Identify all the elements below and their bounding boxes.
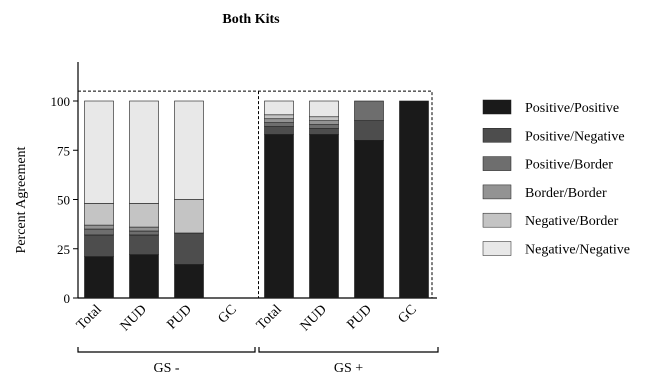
legend-swatch: [482, 241, 512, 256]
group-brackets: GS - GS +: [77, 347, 439, 376]
bar-segment: [174, 100, 204, 200]
bar-segment: [264, 126, 294, 135]
bar-segment: [264, 114, 294, 120]
bar-segment: [399, 100, 429, 299]
group-bracket: [77, 347, 256, 353]
group-label: GS +: [334, 361, 363, 376]
legend: Positive/Positive Positive/Negative Positi…: [482, 99, 630, 258]
legend-label: Positive/Negative: [525, 129, 625, 144]
legend-label: Negative/Border: [525, 214, 619, 229]
bar-segment: [129, 230, 159, 236]
x-tick-label: PUD: [164, 302, 194, 332]
bar-segment: [309, 120, 339, 125]
bar-segment: [309, 134, 339, 299]
bar-segment: [174, 232, 204, 265]
x-tick-label: NUD: [298, 302, 330, 334]
legend-label: Positive/Border: [525, 158, 613, 173]
legend-swatch: [482, 156, 512, 171]
bar-segment: [84, 100, 114, 204]
group-bracket: [258, 347, 439, 353]
chart-title: Both Kits: [222, 12, 280, 27]
bar-segment: [354, 100, 384, 122]
bar-segment: [264, 122, 294, 127]
bar-segment: [309, 100, 339, 118]
bar-segment: [129, 234, 159, 255]
legend-swatch: [482, 99, 512, 115]
y-tick-label: 0: [64, 291, 71, 306]
bar-segment: [264, 118, 294, 123]
bar-segment: [309, 124, 339, 129]
bar-segment: [84, 224, 114, 230]
bar-segment: [129, 203, 159, 228]
y-tick-label: 75: [57, 143, 70, 158]
y-tick-label: 50: [57, 193, 70, 208]
y-tick-label: 25: [57, 242, 70, 257]
legend-swatch: [482, 212, 512, 228]
legend-swatch: [482, 184, 512, 200]
bar-segment: [84, 228, 114, 236]
bar-segment: [354, 140, 384, 299]
y-tick-label: 100: [51, 94, 71, 109]
bar-segment: [129, 226, 159, 232]
bar-segment: [84, 203, 114, 226]
bar-segment: [309, 116, 339, 122]
bar-segment: [129, 100, 159, 204]
x-tick-label: PUD: [344, 302, 374, 332]
bar-segment: [264, 134, 294, 299]
bar-segment: [174, 264, 204, 299]
x-tick-label: Total: [254, 302, 285, 333]
dashed-group-box: [78, 90, 433, 298]
legend-swatch: [482, 128, 512, 143]
x-tick-label: Total: [74, 302, 105, 333]
bar-segment: [84, 234, 114, 257]
x-tick-label: GC: [215, 302, 239, 326]
bar-segment: [264, 100, 294, 116]
x-tick-label: GC: [395, 302, 419, 326]
bars: [84, 100, 429, 299]
legend-label: Positive/Positive: [525, 101, 619, 116]
y-axis-label: Percent Agreement: [14, 146, 29, 253]
x-tick-label: NUD: [118, 302, 150, 334]
bar-segment: [309, 128, 339, 135]
bar-segment: [84, 256, 114, 299]
group-label: GS -: [153, 361, 179, 376]
bar-segment: [174, 199, 204, 234]
bar-segment: [129, 254, 159, 299]
x-tick-labels: Total NUD PUD GC Total NUD PUD GC: [74, 302, 420, 334]
legend-label: Negative/Negative: [525, 243, 630, 258]
bar-segment: [354, 120, 384, 141]
legend-label: Border/Border: [525, 186, 607, 201]
